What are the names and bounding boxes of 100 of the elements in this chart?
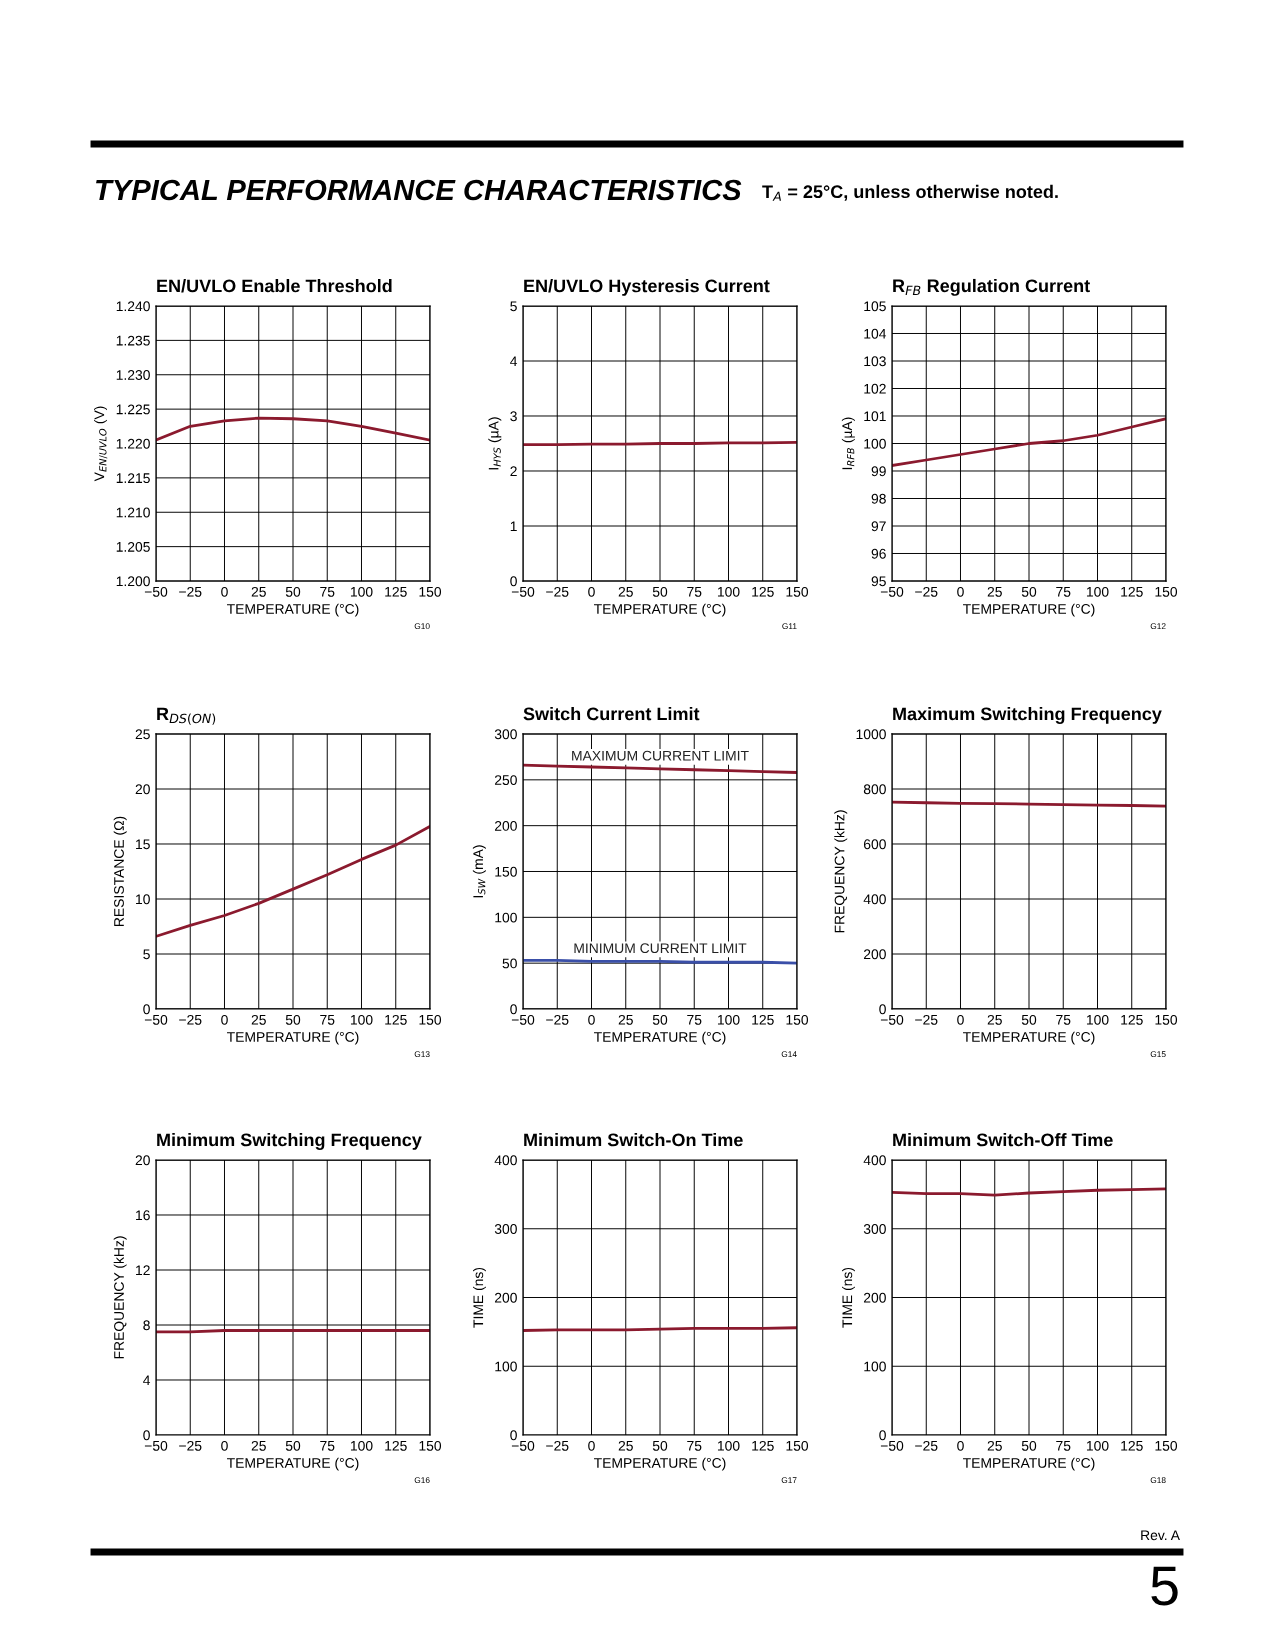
y-tick-label: 5 xyxy=(510,301,517,312)
y-tick-label: 101 xyxy=(864,411,886,422)
y-axis-title: FREQUENCY (kHz) xyxy=(113,1236,127,1359)
y-tick-label: 100 xyxy=(495,912,517,923)
x-tick-label: 100 xyxy=(350,1440,373,1451)
y-tick-label: 400 xyxy=(863,894,886,905)
chart-title: Minimum Switching Frequency xyxy=(157,1133,422,1150)
x-tick-label: 150 xyxy=(419,1014,442,1025)
x-tick-label: 0 xyxy=(957,1440,964,1451)
y-tick-label: 99 xyxy=(871,466,886,477)
series-label: MAXIMUM CURRENT LIMIT xyxy=(572,750,749,761)
y-tick-label: 100 xyxy=(864,438,886,449)
line-series xyxy=(156,825,430,938)
x-tick-label: 50 xyxy=(652,1440,668,1451)
x-tick-label: 100 xyxy=(1086,1014,1109,1025)
x-tick-label: 125 xyxy=(752,1440,774,1451)
y-tick-label: 300 xyxy=(494,1224,517,1234)
y-tick-label: 1.240 xyxy=(116,301,150,312)
y-tick-label: 104 xyxy=(864,328,887,339)
x-tick-label: −50 xyxy=(511,1014,535,1025)
y-tick-label: 0 xyxy=(143,1430,150,1441)
x-tick-label: 100 xyxy=(1086,1440,1109,1451)
text: G11 xyxy=(782,623,797,630)
y-tick-label: 0 xyxy=(879,1004,886,1015)
x-tick-label: 0 xyxy=(588,1440,595,1451)
y-tick-label: 25 xyxy=(135,729,150,740)
x-tick-label: 75 xyxy=(320,1015,335,1025)
line-series xyxy=(156,416,430,442)
y-tick-label: 0 xyxy=(510,1004,517,1015)
text: 5 xyxy=(1151,1566,1178,1606)
y-tick-label: 1.230 xyxy=(116,370,150,380)
y-tick-label: 1 xyxy=(510,521,517,532)
x-tick-label: 50 xyxy=(1021,1014,1037,1025)
y-tick-label: 102 xyxy=(864,383,886,394)
x-tick-label: 0 xyxy=(588,1014,595,1025)
x-axis-title: TEMPERATURE (°C) xyxy=(594,603,726,617)
text: G16 xyxy=(414,1477,430,1484)
x-tick-label: −25 xyxy=(179,1014,202,1025)
x-tick-label: −25 xyxy=(179,586,202,597)
x-tick-label: 25 xyxy=(987,1014,1002,1025)
text: G14 xyxy=(781,1051,797,1058)
x-tick-label: 0 xyxy=(957,1014,964,1025)
x-tick-label: 50 xyxy=(652,586,668,597)
text: T$_{A}$ = 25°C, unless otherwise noted. xyxy=(762,184,1058,201)
x-tick-label: 125 xyxy=(385,1440,407,1451)
text: G18 xyxy=(1150,1477,1166,1484)
x-tick-label: 75 xyxy=(320,1441,335,1451)
x-tick-label: 75 xyxy=(687,1015,702,1025)
y-tick-label: 105 xyxy=(864,301,886,312)
x-tick-label: −25 xyxy=(915,586,938,597)
x-tick-label: 75 xyxy=(1056,1441,1071,1451)
y-axis-title: TIME (ns) xyxy=(841,1267,855,1328)
chart-title: EN/UVLO Enable Threshold xyxy=(157,279,392,293)
chart-title: Maximum Switching Frequency xyxy=(893,707,1162,724)
y-tick-label: 103 xyxy=(864,356,886,367)
x-tick-label: −50 xyxy=(144,1440,168,1451)
x-tick-label: 100 xyxy=(1086,586,1109,597)
x-tick-label: 0 xyxy=(957,586,964,597)
text: G13 xyxy=(414,1051,430,1058)
y-tick-label: 200 xyxy=(494,1292,517,1303)
x-axis-title: TEMPERATURE (°C) xyxy=(963,1031,1095,1045)
x-tick-label: 125 xyxy=(1121,586,1143,597)
y-tick-label: 0 xyxy=(879,1430,886,1441)
y-tick-label: 0 xyxy=(143,1004,150,1015)
y-tick-label: 200 xyxy=(494,821,517,831)
x-tick-label: −25 xyxy=(915,1440,938,1451)
y-tick-label: 16 xyxy=(136,1210,150,1221)
x-tick-label: 75 xyxy=(687,587,702,597)
chart-title: R$_{DS(ON)}$ xyxy=(157,707,216,725)
x-tick-label: −25 xyxy=(546,586,569,597)
series-label: MINIMUM CURRENT LIMIT xyxy=(574,943,747,954)
y-tick-label: 15 xyxy=(136,839,150,850)
y-tick-label: 2 xyxy=(510,466,517,477)
chart-title: Minimum Switch-Off Time xyxy=(893,1133,1113,1147)
x-tick-label: −50 xyxy=(144,586,168,597)
x-tick-label: −50 xyxy=(144,1014,168,1025)
x-tick-label: −25 xyxy=(546,1440,569,1451)
y-axis-title: V$_{EN/UVLO}$ (V) xyxy=(94,406,108,482)
y-tick-label: 200 xyxy=(863,949,886,960)
x-tick-label: 25 xyxy=(618,1440,633,1451)
line-series xyxy=(892,1187,1166,1197)
y-tick-label: 1.205 xyxy=(116,541,150,552)
x-tick-label: 125 xyxy=(1121,1014,1143,1025)
x-axis-title: TEMPERATURE (°C) xyxy=(963,603,1095,617)
y-tick-label: 97 xyxy=(871,521,886,532)
x-tick-label: 150 xyxy=(419,586,442,597)
x-tick-label: 25 xyxy=(987,1440,1002,1451)
y-tick-label: 100 xyxy=(495,1361,517,1372)
text: G10 xyxy=(414,623,430,630)
y-tick-label: 4 xyxy=(510,356,518,367)
x-tick-label: −50 xyxy=(511,586,535,597)
y-tick-label: 0 xyxy=(510,1430,517,1441)
x-axis-title: TEMPERATURE (°C) xyxy=(594,1031,726,1045)
y-axis-title: I$_{SW}$ (mA) xyxy=(472,845,486,898)
y-tick-label: 96 xyxy=(871,548,886,559)
y-tick-label: 8 xyxy=(143,1320,150,1331)
x-tick-label: 25 xyxy=(987,586,1002,597)
y-tick-label: 12 xyxy=(136,1265,150,1276)
x-axis-title: TEMPERATURE (°C) xyxy=(227,603,359,617)
x-tick-label: 25 xyxy=(618,1014,633,1025)
